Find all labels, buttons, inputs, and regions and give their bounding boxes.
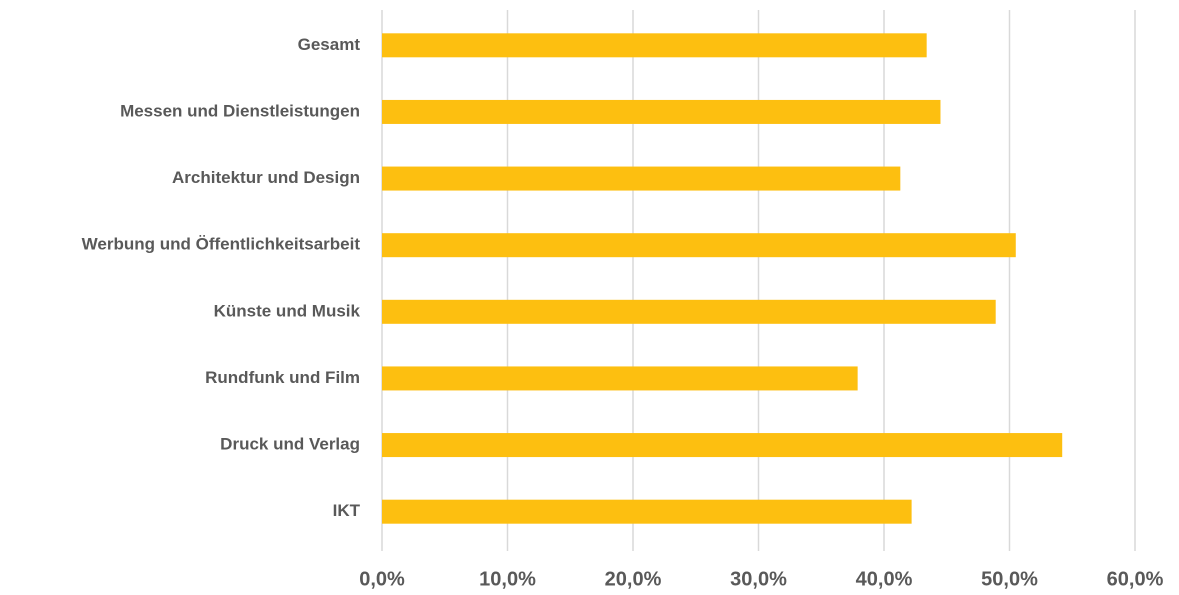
x-tick-label: 50,0%	[981, 568, 1038, 590]
x-tick-label: 60,0%	[1107, 568, 1164, 590]
y-tick-label: Druck und Verlag	[220, 435, 360, 454]
y-tick-label: Werbung und Öffentlichkeitsarbeit	[82, 235, 361, 254]
x-tick-label: 10,0%	[479, 568, 536, 590]
y-tick-label: Architektur und Design	[172, 168, 360, 187]
x-tick-label: 0,0%	[359, 568, 405, 590]
bar	[382, 166, 901, 191]
y-tick-label: Gesamt	[298, 35, 361, 54]
x-tick-label: 30,0%	[730, 568, 787, 590]
bar	[382, 33, 927, 58]
bar	[382, 366, 858, 391]
bar	[382, 433, 1063, 458]
bar	[382, 499, 912, 524]
bar	[382, 299, 996, 324]
x-tick-label: 40,0%	[856, 568, 913, 590]
y-tick-label: IKT	[333, 501, 361, 520]
x-tick-label: 20,0%	[605, 568, 662, 590]
y-tick-label: Künste und Musik	[214, 301, 361, 320]
y-tick-label: Rundfunk und Film	[205, 368, 360, 387]
bar	[382, 99, 941, 124]
y-tick-label: Messen und Dienstleistungen	[120, 101, 360, 120]
bar	[382, 233, 1016, 258]
